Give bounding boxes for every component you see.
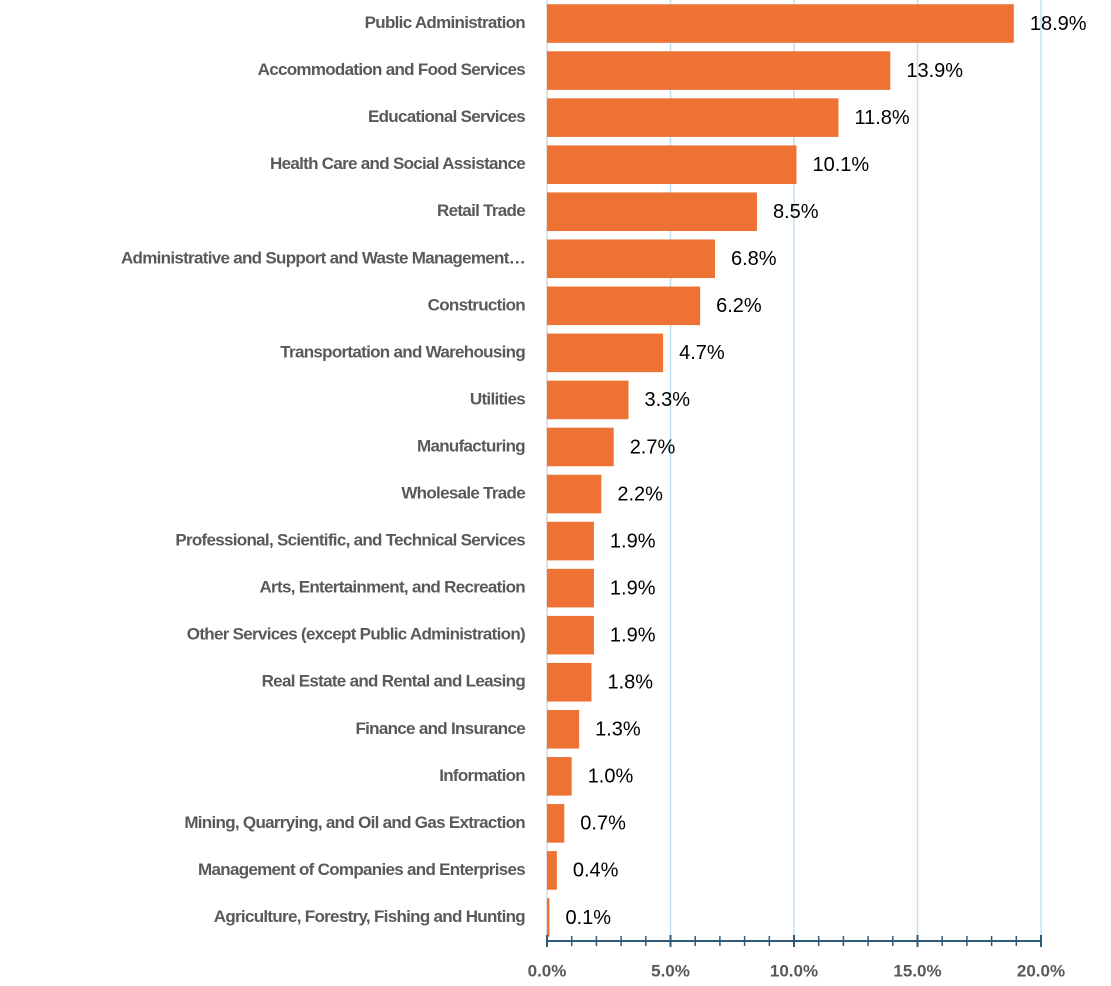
y-tick-label: Other Services (except Public Administra… bbox=[187, 625, 525, 644]
value-label: 8.5% bbox=[773, 201, 819, 223]
value-label: 0.4% bbox=[573, 860, 619, 882]
bar bbox=[547, 192, 757, 232]
bar bbox=[547, 98, 839, 137]
y-tick-label: Retail Trade bbox=[437, 201, 525, 220]
y-tick-label: Information bbox=[439, 766, 525, 785]
y-tick-label: Professional, Scientific, and Technical … bbox=[175, 531, 525, 550]
value-label: 0.1% bbox=[565, 907, 611, 929]
bar bbox=[547, 380, 629, 420]
bar bbox=[547, 286, 701, 326]
y-tick-label: Agriculture, Forestry, Fishing and Hunti… bbox=[214, 907, 526, 926]
value-label: 11.8% bbox=[854, 107, 909, 129]
y-tick-label: Public Administration bbox=[365, 13, 526, 32]
value-label: 18.9% bbox=[1030, 13, 1087, 35]
y-tick-label: Educational Services bbox=[368, 107, 525, 126]
bar bbox=[547, 615, 594, 655]
x-tick-label: 15.0% bbox=[893, 961, 941, 980]
x-tick-label: 0.0% bbox=[528, 961, 567, 980]
bar bbox=[547, 568, 594, 608]
bar bbox=[547, 4, 1014, 43]
y-tick-label: Real Estate and Rental and Leasing bbox=[262, 672, 526, 691]
value-label: 3.3% bbox=[645, 389, 691, 411]
y-tick-label: Accommodation and Food Services bbox=[258, 60, 526, 79]
bar bbox=[547, 709, 580, 749]
x-tick-label: 20.0% bbox=[1017, 961, 1065, 980]
bar bbox=[547, 145, 797, 184]
value-label: 1.8% bbox=[607, 672, 653, 694]
y-tick-label: Arts, Entertainment, and Recreation bbox=[259, 578, 525, 597]
y-tick-label: Manufacturing bbox=[417, 436, 525, 455]
x-tick-label: 10.0% bbox=[770, 961, 818, 980]
y-tick-label: Management of Companies and Enterprises bbox=[198, 860, 525, 879]
bar bbox=[547, 333, 664, 373]
bar bbox=[547, 474, 602, 514]
value-label: 0.7% bbox=[580, 813, 626, 835]
bar bbox=[547, 757, 572, 796]
value-label: 1.3% bbox=[595, 719, 641, 741]
bar bbox=[547, 804, 565, 843]
y-tick-label: Mining, Quarrying, and Oil and Gas Extra… bbox=[184, 813, 525, 832]
x-tick-label: 5.0% bbox=[651, 961, 690, 980]
bar bbox=[547, 662, 592, 702]
bar bbox=[547, 51, 891, 90]
bar bbox=[547, 239, 715, 279]
value-label: 13.9% bbox=[906, 60, 963, 82]
y-tick-label: Wholesale Trade bbox=[401, 484, 525, 503]
value-label: 10.1% bbox=[812, 154, 869, 176]
value-label: 4.7% bbox=[679, 342, 725, 364]
value-label: 2.2% bbox=[617, 483, 663, 505]
y-tick-label: Utilities bbox=[470, 389, 525, 408]
value-label: 2.7% bbox=[630, 436, 676, 458]
bar bbox=[547, 898, 550, 937]
value-label: 1.0% bbox=[588, 766, 634, 788]
y-tick-label: Construction bbox=[428, 295, 526, 314]
y-tick-label: Administrative and Support and Waste Man… bbox=[121, 248, 525, 267]
value-label: 1.9% bbox=[610, 624, 656, 646]
value-label: 1.9% bbox=[610, 530, 656, 552]
value-label: 6.2% bbox=[716, 295, 762, 317]
y-tick-label: Finance and Insurance bbox=[355, 719, 525, 738]
bar bbox=[547, 521, 594, 561]
value-label: 6.8% bbox=[731, 248, 777, 270]
y-tick-label: Transportation and Warehousing bbox=[280, 342, 525, 361]
bar bbox=[547, 851, 557, 890]
y-tick-label: Health Care and Social Assistance bbox=[270, 154, 525, 173]
value-label: 1.9% bbox=[610, 577, 656, 599]
bar bbox=[547, 427, 614, 467]
